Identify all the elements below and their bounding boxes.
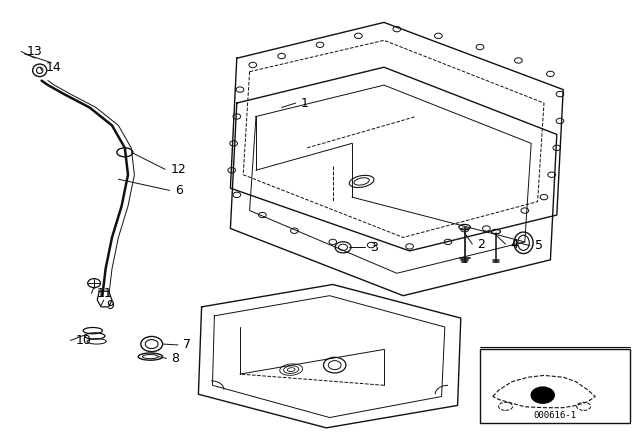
- Text: 13: 13: [26, 45, 42, 58]
- Text: 4: 4: [511, 237, 518, 251]
- Circle shape: [531, 387, 554, 403]
- Text: 9: 9: [106, 299, 114, 312]
- Text: 000616-1: 000616-1: [533, 411, 577, 420]
- Text: 6: 6: [175, 184, 182, 197]
- Text: 3: 3: [370, 241, 378, 254]
- Text: 7: 7: [183, 338, 191, 352]
- Text: 8: 8: [172, 352, 179, 365]
- Text: 14: 14: [45, 60, 61, 74]
- Text: 11: 11: [97, 287, 113, 300]
- Text: 12: 12: [170, 163, 186, 176]
- Text: 5: 5: [535, 239, 543, 252]
- Text: 10: 10: [76, 334, 92, 347]
- Text: 2: 2: [477, 237, 485, 251]
- Bar: [480, 349, 630, 423]
- Text: 1: 1: [301, 96, 308, 110]
